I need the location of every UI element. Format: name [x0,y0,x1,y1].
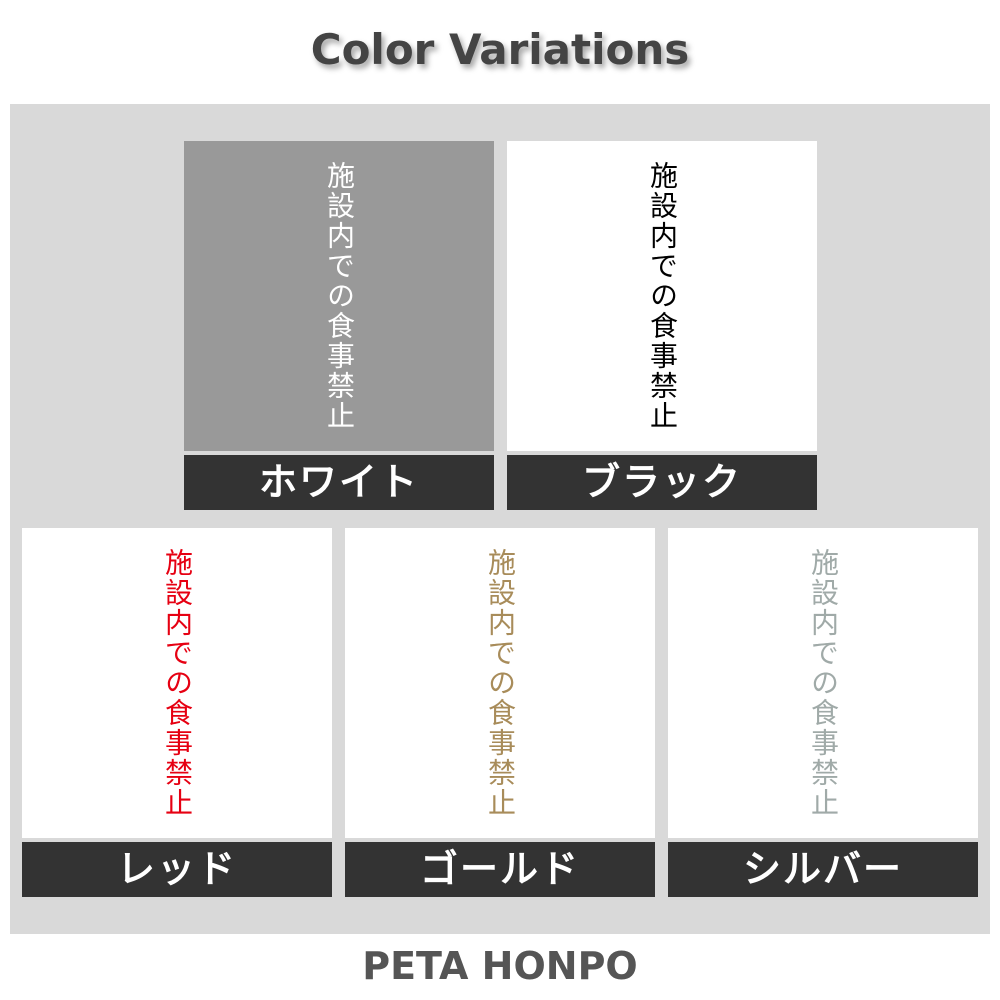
variations-panel: 施設内での食事禁止 ホワイト 施設内での食事禁止 ブラック 施設内での食事禁止 … [10,104,990,934]
sign-preview: 施設内での食事禁止 [345,528,655,838]
brand-footer: PETA HONPO [362,944,638,988]
sign-preview: 施設内での食事禁止 [184,141,494,451]
sign-text: 施設内での食事禁止 [807,548,840,818]
variant-card-black: 施設内での食事禁止 ブラック [507,141,817,510]
variant-card-gold: 施設内での食事禁止 ゴールド [345,528,655,897]
variant-label: ブラック [507,455,817,510]
sign-text: 施設内での食事禁止 [646,161,679,431]
variant-card-red: 施設内での食事禁止 レッド [22,528,332,897]
variant-label: ゴールド [345,842,655,897]
sign-text: 施設内での食事禁止 [161,548,194,818]
variant-label: ホワイト [184,455,494,510]
variant-card-silver: 施設内での食事禁止 シルバー [668,528,978,897]
variant-card-white: 施設内での食事禁止 ホワイト [184,141,494,510]
sign-preview: 施設内での食事禁止 [22,528,332,838]
sign-preview: 施設内での食事禁止 [507,141,817,451]
variant-label: レッド [22,842,332,897]
sign-preview: 施設内での食事禁止 [668,528,978,838]
variant-label: シルバー [668,842,978,897]
sign-text: 施設内での食事禁止 [323,161,356,431]
sign-text: 施設内での食事禁止 [484,548,517,818]
page-title: Color Variations [310,25,690,74]
